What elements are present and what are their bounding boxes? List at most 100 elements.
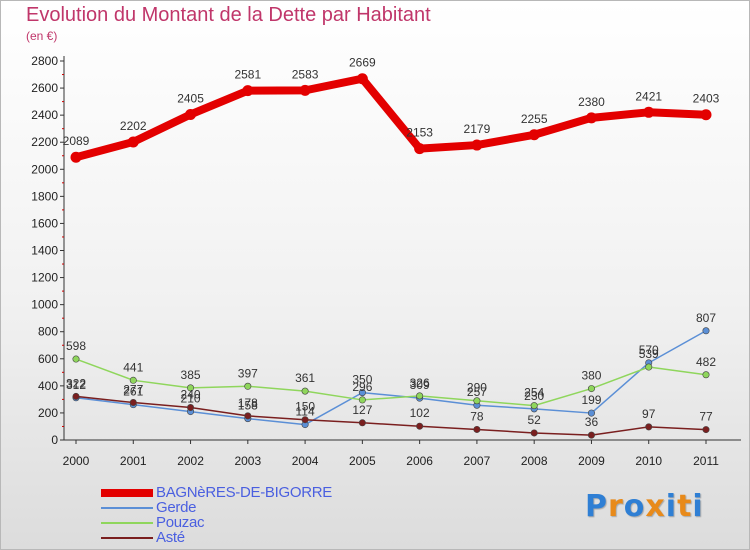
- data-point: [702, 371, 710, 379]
- data-point: [129, 376, 137, 384]
- data-point: [299, 84, 311, 96]
- data-label: 397: [238, 366, 258, 380]
- legend-label: Gerde: [156, 499, 197, 516]
- data-point: [416, 392, 424, 400]
- data-point: [645, 423, 653, 431]
- data-point: [702, 426, 710, 434]
- logo-letter: P: [585, 489, 608, 524]
- x-tick-label: 2005: [349, 454, 376, 468]
- data-point: [528, 129, 540, 141]
- data-point: [702, 327, 710, 335]
- data-label: 380: [581, 369, 601, 383]
- legend-swatch: [101, 522, 153, 524]
- series-line-0: [72, 74, 710, 162]
- data-label: 2089: [63, 134, 90, 148]
- data-label: 312: [66, 378, 86, 392]
- series-line-2: [75, 358, 707, 407]
- data-label: 178: [238, 396, 258, 410]
- data-label: 210: [181, 392, 201, 406]
- y-tick-label: 400: [38, 379, 58, 393]
- data-point: [587, 385, 595, 393]
- x-tick-label: 2003: [234, 454, 261, 468]
- y-tick-label: 1800: [31, 189, 58, 203]
- logo-letter: x: [645, 489, 666, 524]
- y-tick-label: 1400: [31, 244, 58, 258]
- y-tick-label: 800: [38, 325, 58, 339]
- data-label: 326: [410, 376, 430, 390]
- data-label: 570: [639, 343, 659, 357]
- y-tick-label: 2200: [31, 135, 58, 149]
- data-point: [473, 397, 481, 405]
- data-point: [585, 112, 597, 124]
- y-tick-label: 2800: [31, 54, 58, 68]
- data-point: [416, 422, 424, 430]
- proxiti-logo: Proxiti: [585, 489, 704, 524]
- x-tick-label: 2001: [120, 454, 147, 468]
- data-label: 2202: [120, 119, 147, 133]
- x-tick-label: 2007: [464, 454, 491, 468]
- data-label: 361: [295, 371, 315, 385]
- y-tick-label: 200: [38, 406, 58, 420]
- data-label: 2255: [521, 112, 548, 126]
- logo-letter: t: [677, 489, 693, 524]
- data-label: 52: [528, 413, 542, 427]
- data-label: 230: [524, 389, 544, 403]
- legend-swatch: [101, 537, 153, 539]
- chart-title: Evolution du Montant de la Dette par Hab…: [26, 4, 431, 26]
- data-label: 385: [181, 368, 201, 382]
- x-tick-label: 2006: [406, 454, 433, 468]
- data-label: 277: [123, 383, 143, 397]
- data-label: 482: [696, 355, 716, 369]
- data-label: 127: [352, 403, 372, 417]
- data-label: 807: [696, 311, 716, 325]
- data-point: [700, 109, 712, 121]
- data-point: [187, 384, 195, 392]
- y-tick-label: 0: [51, 433, 58, 447]
- data-point: [127, 136, 139, 148]
- data-label: 199: [581, 393, 601, 407]
- legend-swatch: [101, 489, 153, 497]
- data-label: 102: [410, 406, 430, 420]
- data-label: 2421: [635, 89, 662, 103]
- line-chart: 0 200 400 600 800 1000 1200 1400 1600 1800 2000 220…: [31, 54, 741, 468]
- y-tick-label: 1600: [31, 216, 58, 230]
- data-label: 441: [123, 360, 143, 374]
- data-label: 539: [639, 347, 659, 361]
- x-tick-label: 2010: [635, 454, 662, 468]
- data-label: 2380: [578, 95, 605, 109]
- x-tick-label: 2004: [292, 454, 319, 468]
- legend-label: Pouzac: [156, 514, 205, 531]
- data-point: [72, 355, 80, 363]
- data-label: 2405: [177, 91, 204, 105]
- data-label: 254: [524, 386, 544, 400]
- data-label: 2179: [464, 122, 491, 136]
- y-tick-label: 600: [38, 352, 58, 366]
- data-label: 36: [585, 415, 599, 429]
- data-label: 158: [238, 399, 258, 413]
- data-label: 2581: [234, 68, 261, 82]
- data-point: [414, 143, 426, 155]
- data-point: [301, 387, 309, 395]
- y-tick-label: 2000: [31, 162, 58, 176]
- logo-letter: r: [608, 489, 624, 524]
- data-point: [473, 425, 481, 433]
- x-tick-label: 2002: [177, 454, 204, 468]
- data-point: [358, 419, 366, 427]
- y-tick-label: 2600: [31, 81, 58, 95]
- x-tick-label: 2008: [521, 454, 548, 468]
- data-point: [185, 108, 197, 120]
- chart-subtitle: (en €): [26, 29, 58, 43]
- data-label: 296: [352, 380, 372, 394]
- logo-letter: i: [692, 489, 704, 524]
- legend-swatch: [101, 507, 153, 509]
- data-point: [587, 431, 595, 439]
- data-label: 114: [296, 405, 315, 419]
- data-label: 97: [642, 407, 656, 421]
- data-label: 2153: [406, 126, 433, 140]
- data-point: [187, 404, 195, 412]
- logo-letter: o: [623, 489, 646, 524]
- data-point: [645, 363, 653, 371]
- data-point: [129, 399, 137, 407]
- data-point: [244, 412, 252, 420]
